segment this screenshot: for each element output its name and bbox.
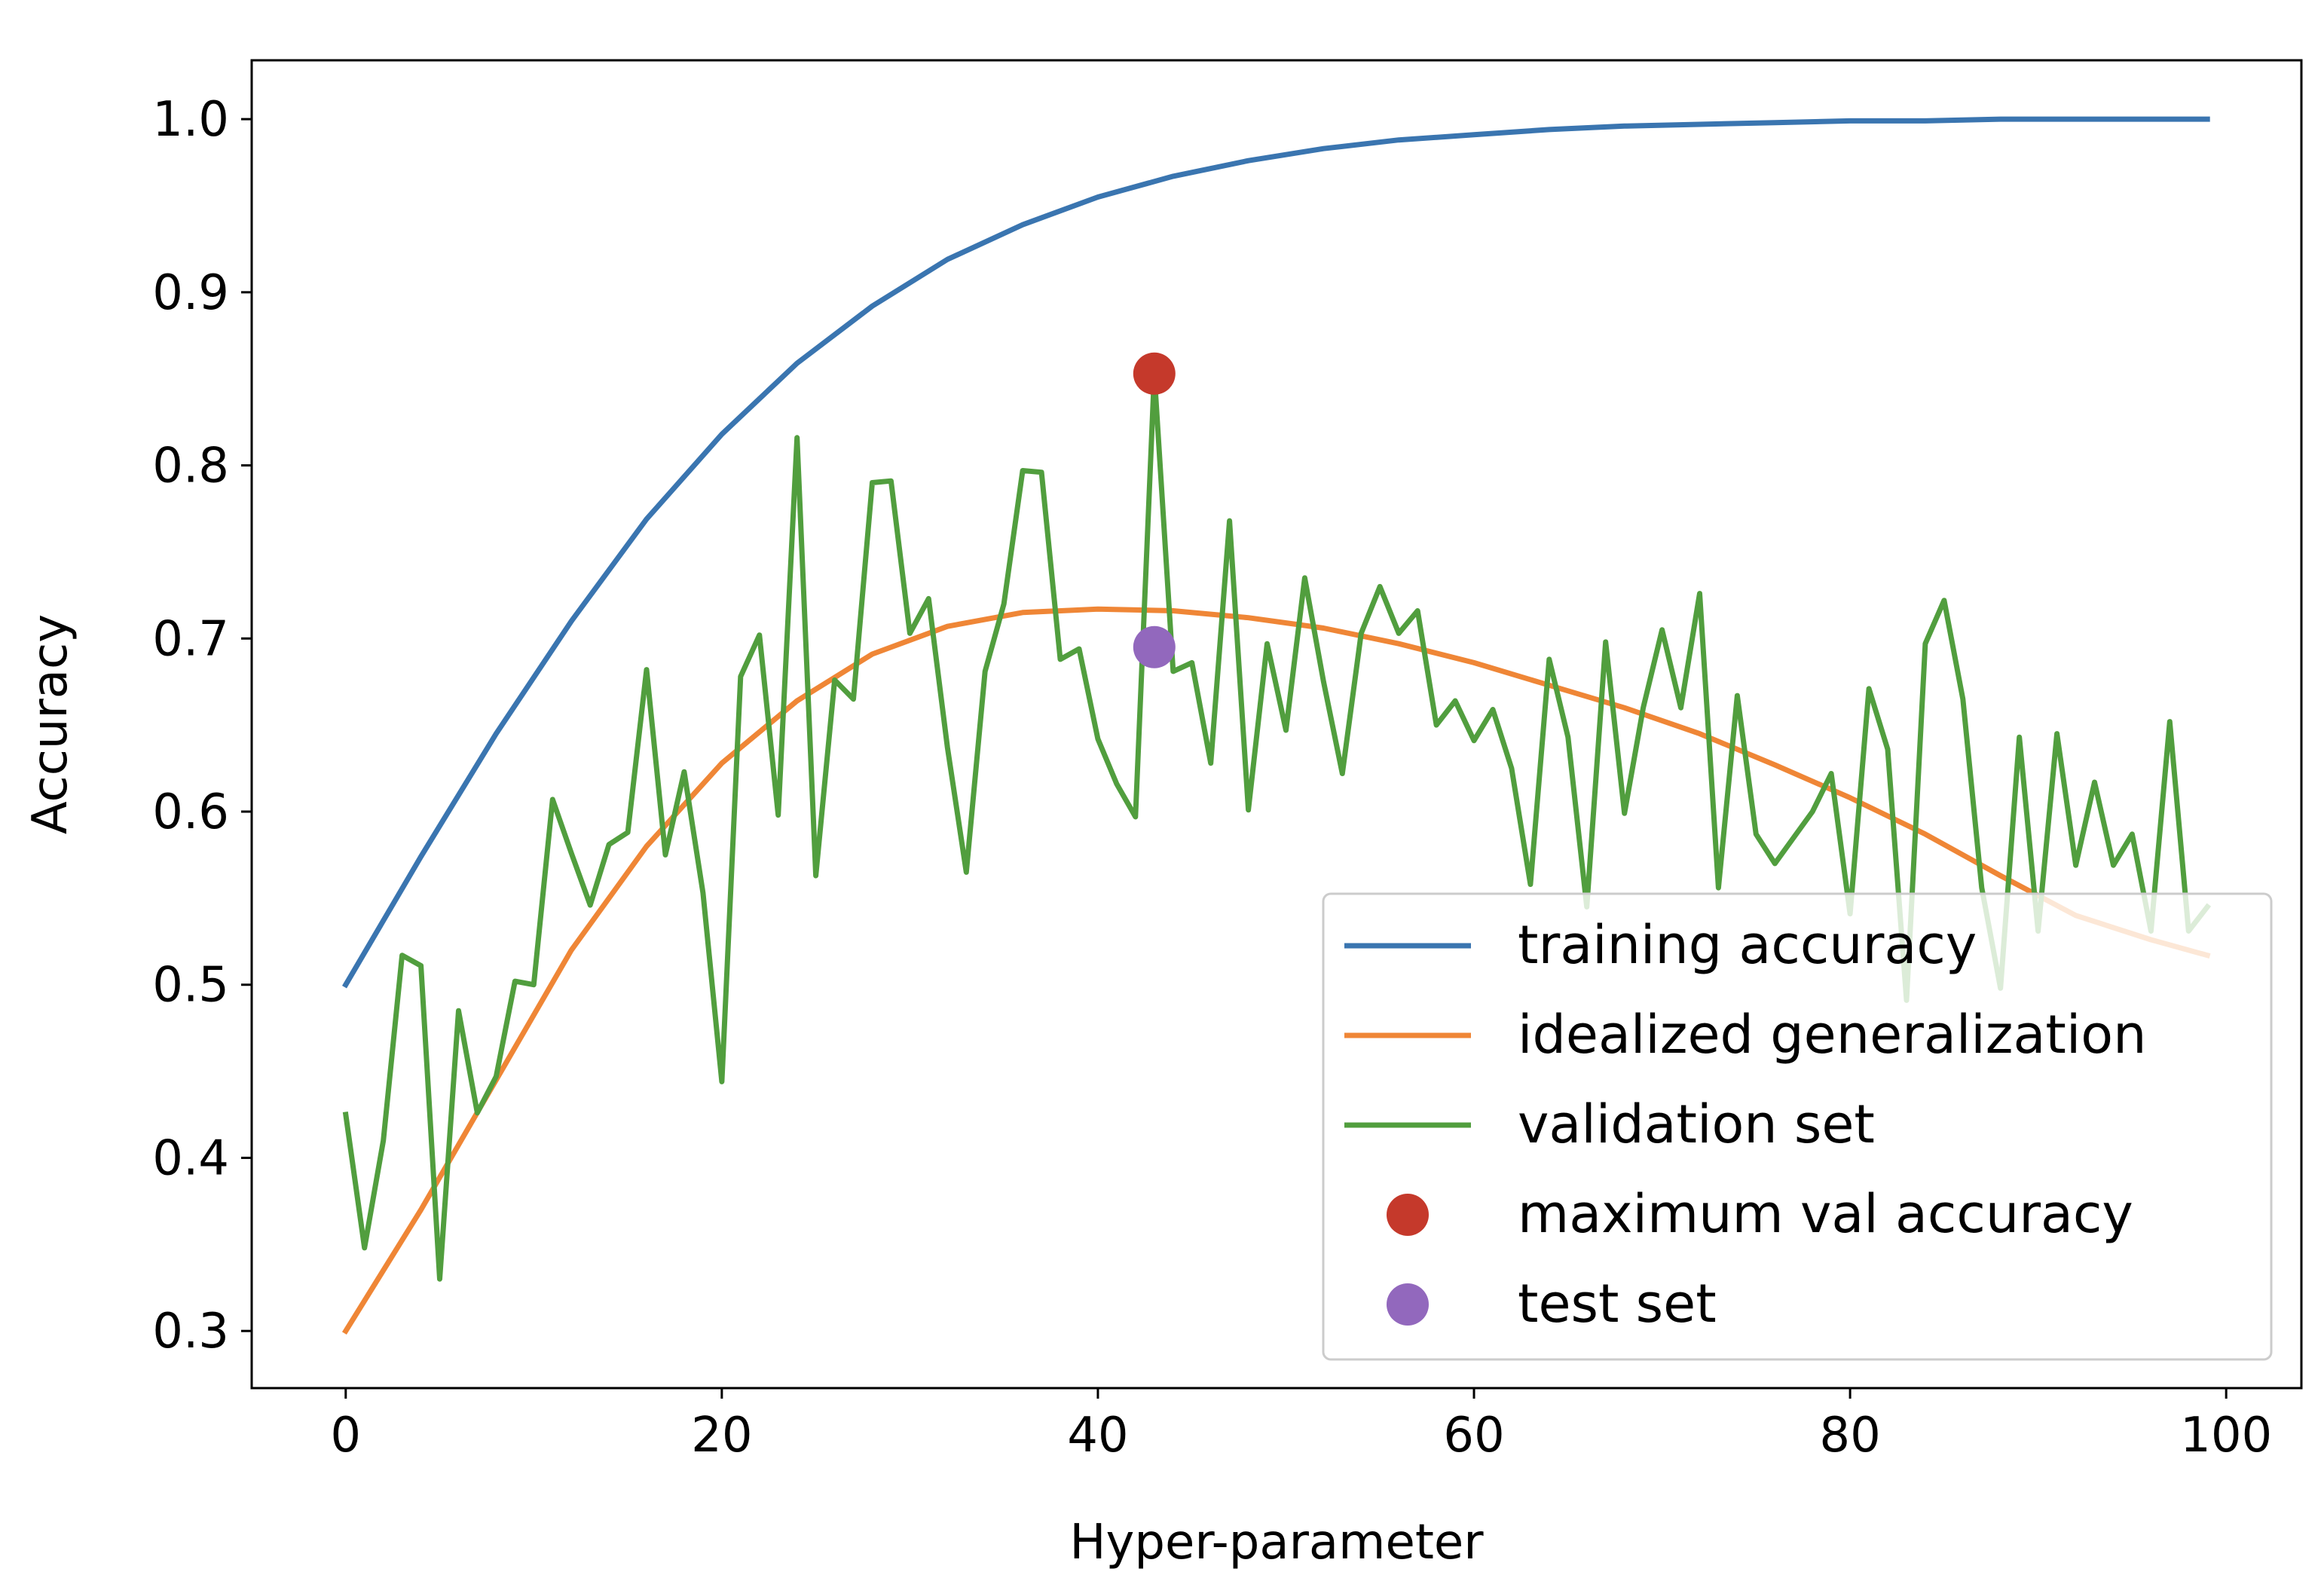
x-tick-label: 60 bbox=[1443, 1408, 1504, 1463]
legend-label: maximum val accuracy bbox=[1518, 1183, 2133, 1245]
legend-label: training accuracy bbox=[1518, 914, 1977, 976]
legend-entry: test set bbox=[1387, 1273, 1717, 1335]
y-axis: 0.3 0.4 0.5 0.6 0.7 0.8 0.9 1.0 bbox=[152, 92, 252, 1359]
legend-label: validation set bbox=[1518, 1093, 1875, 1155]
y-tick-label: 1.0 bbox=[152, 92, 229, 148]
x-tick-label: 100 bbox=[2180, 1408, 2272, 1463]
legend-entry: maximum val accuracy bbox=[1387, 1183, 2133, 1245]
x-axis: 0 20 40 60 80 100 bbox=[330, 1388, 2272, 1463]
legend-label: idealized generalization bbox=[1518, 1004, 2146, 1066]
x-axis-label: Hyper-parameter bbox=[1069, 1515, 1484, 1570]
series-line-validation-set bbox=[342, 371, 2212, 1282]
plot-frame bbox=[250, 59, 2303, 1390]
legend-swatch-marker bbox=[1387, 1283, 1429, 1326]
x-tick-label: 0 bbox=[330, 1408, 361, 1463]
y-tick-label: 0.4 bbox=[152, 1130, 229, 1186]
x-tick-label: 20 bbox=[691, 1408, 752, 1463]
y-tick-label: 0.9 bbox=[152, 265, 229, 321]
legend-entry: validation set bbox=[1344, 1093, 1875, 1155]
y-tick-label: 0.8 bbox=[152, 439, 229, 494]
marker-maximum-val-accuracy bbox=[1133, 352, 1176, 395]
x-tick-label: 80 bbox=[1819, 1408, 1880, 1463]
legend-entry: idealized generalization bbox=[1344, 1004, 2146, 1066]
y-axis-label: Accuracy bbox=[23, 614, 78, 834]
series-line-idealized-generalization bbox=[341, 606, 2211, 1335]
y-tick-label: 0.3 bbox=[152, 1304, 229, 1359]
legend: training accuracy idealized generalizatio… bbox=[1322, 892, 2273, 1361]
series-line-training-accuracy bbox=[342, 116, 2210, 989]
legend-entry: training accuracy bbox=[1344, 914, 1977, 976]
y-tick-label: 0.7 bbox=[152, 611, 229, 667]
series-layer bbox=[341, 116, 2212, 1335]
legend-label: test set bbox=[1518, 1273, 1717, 1335]
y-tick-label: 0.6 bbox=[152, 784, 229, 840]
marker-test-set bbox=[1133, 625, 1176, 668]
legend-swatch-marker bbox=[1387, 1194, 1429, 1236]
y-tick-label: 0.5 bbox=[152, 958, 229, 1014]
x-tick-label: 40 bbox=[1067, 1408, 1128, 1463]
legend-box bbox=[1322, 892, 2273, 1361]
